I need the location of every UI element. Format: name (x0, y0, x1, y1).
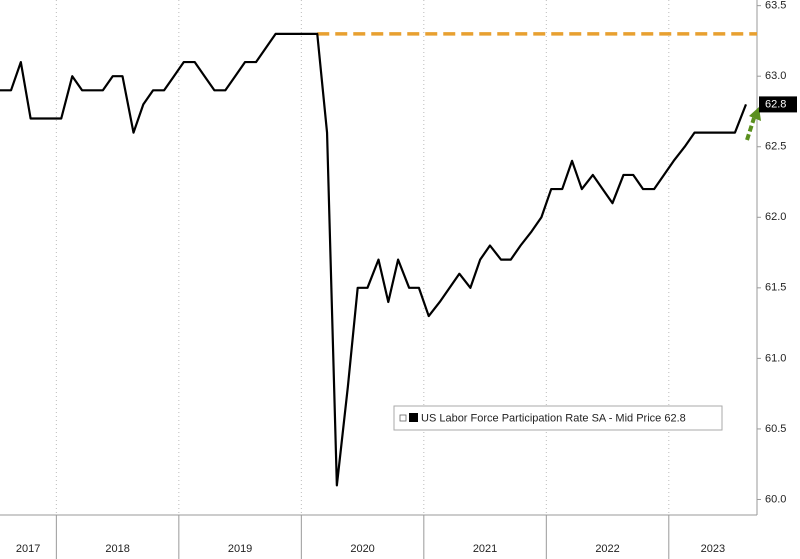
x-tick-label: 2019 (228, 543, 252, 555)
y-tick-label: 60.0 (765, 493, 786, 505)
x-tick-label: 2022 (595, 543, 619, 555)
y-tick-label: 61.0 (765, 352, 786, 364)
y-tick-label: 63.0 (765, 70, 786, 82)
x-tick-label: 2020 (350, 543, 374, 555)
x-tick-label: 2017 (16, 543, 40, 555)
legend-icon (399, 414, 407, 422)
last-value-label: 62.8 (765, 98, 786, 110)
legend: US Labor Force Participation Rate SA - M… (393, 405, 723, 431)
x-tick-label: 2018 (105, 543, 129, 555)
arrow (745, 107, 761, 141)
legend-box (393, 405, 723, 431)
y-tick-label: 61.5 (765, 282, 786, 294)
y-tick-label: 60.5 (765, 423, 786, 435)
last-value-box (759, 96, 797, 113)
legend-swatch (409, 413, 418, 422)
legend-name: US Labor Force Participation Rate SA - M… (421, 412, 661, 424)
x-tick-label: 2021 (473, 543, 497, 555)
legend-label: US Labor Force Participation Rate SA - M… (421, 412, 686, 424)
series-line (0, 32, 748, 487)
arrow-head (749, 107, 761, 121)
y-tick-label: 63.5 (765, 0, 786, 12)
x-tick-label: 2023 (701, 543, 725, 555)
grid (0, 0, 757, 515)
arrow-shaft (745, 117, 756, 141)
y-tick-label: 62.5 (765, 141, 786, 153)
legend-value: 62.8 (664, 412, 685, 424)
y-tick-label: 62.0 (765, 211, 786, 223)
